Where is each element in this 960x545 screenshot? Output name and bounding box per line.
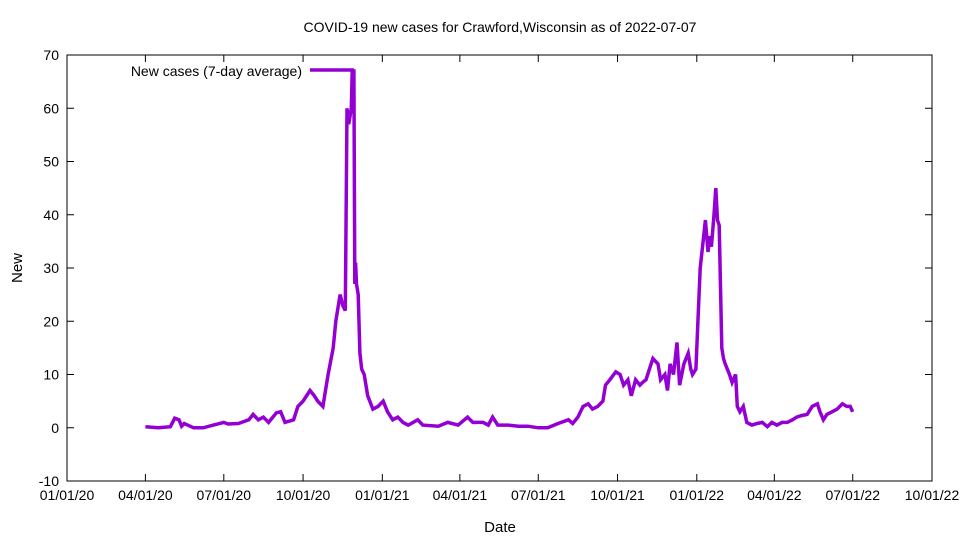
y-tick-label: 40	[43, 207, 59, 223]
chart-title: COVID-19 new cases for Crawford,Wisconsi…	[304, 19, 697, 35]
y-tick-label: -10	[39, 473, 59, 489]
y-tick-label: 0	[51, 420, 59, 436]
y-tick-label: 70	[43, 47, 59, 63]
x-tick-label: 07/01/20	[197, 487, 252, 503]
x-tick-label: 10/01/22	[905, 487, 960, 503]
legend: New cases (7-day average)	[131, 63, 354, 79]
y-tick-label: 20	[43, 313, 59, 329]
legend-label: New cases (7-day average)	[131, 63, 302, 79]
y-tick-label: 10	[43, 367, 59, 383]
y-tick-label: 30	[43, 260, 59, 276]
y-axis-label: New	[9, 253, 26, 283]
x-tick-label: 10/01/20	[276, 487, 331, 503]
x-tick-label: 01/01/21	[355, 487, 410, 503]
y-tick-label: 60	[43, 100, 59, 116]
x-tick-label: 07/01/22	[825, 487, 880, 503]
x-tick-label: 04/01/20	[118, 487, 173, 503]
x-tick-label: 01/01/20	[40, 487, 95, 503]
x-tick-label: 07/01/21	[511, 487, 566, 503]
x-tick-label: 10/01/21	[590, 487, 645, 503]
x-tick-label: 04/01/21	[433, 487, 488, 503]
x-axis-label: Date	[484, 519, 516, 536]
x-tick-label: 04/01/22	[747, 487, 802, 503]
x-axis: 01/01/20 04/01/20 07/01/20 10/01/20 01/01/21…	[40, 55, 960, 503]
y-tick-label: 50	[43, 154, 59, 170]
y-axis: -10 0 10 20 30 40 50 60 70	[39, 47, 932, 489]
series-line-new-cases	[145, 69, 855, 430]
x-tick-label: 01/01/22	[670, 487, 725, 503]
